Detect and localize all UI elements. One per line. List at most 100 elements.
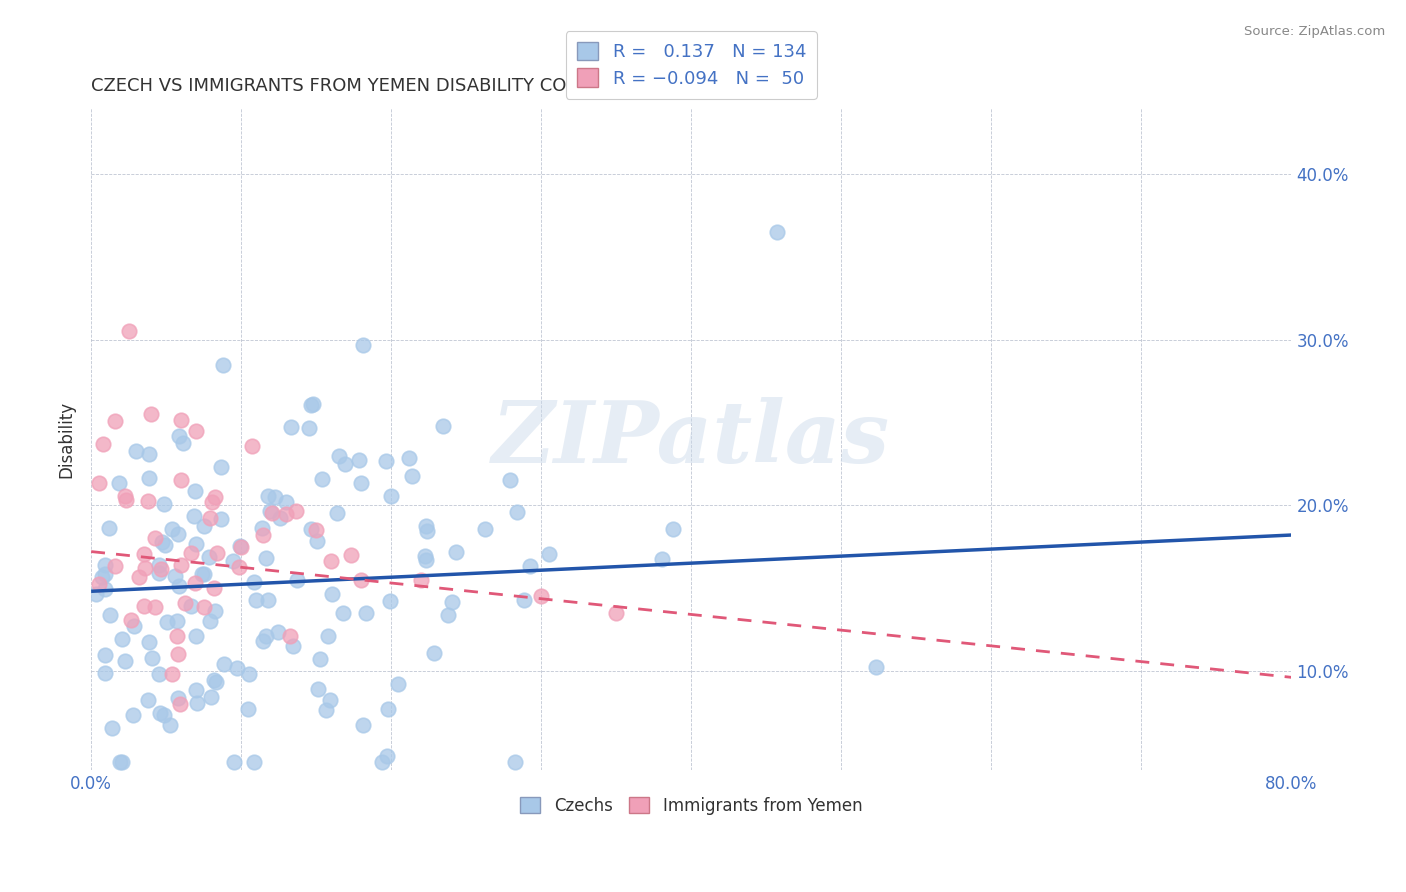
Point (94, 666, 117, 681)
Text: Source: ZipAtlas.com: Source: ZipAtlas.com (1244, 25, 1385, 38)
Point (301, 397, 323, 411)
Point (347, 453, 370, 467)
Point (184, 484, 207, 499)
Point (446, 545, 468, 559)
Point (169, 429, 191, 443)
Point (87, 475, 110, 490)
Point (198, 511, 221, 525)
Point (167, 526, 190, 541)
Point (143, 531, 166, 545)
Point (180, 599, 202, 614)
Point (87, 577, 110, 591)
Point (224, 755, 246, 769)
Point (766, 225, 789, 239)
Point (169, 697, 191, 711)
Point (122, 708, 145, 723)
Point (202, 582, 225, 596)
Point (167, 579, 190, 593)
Point (104, 559, 127, 574)
Point (415, 519, 437, 533)
Point (352, 718, 374, 732)
Point (186, 629, 208, 643)
Point (143, 599, 166, 614)
Point (661, 523, 683, 537)
Point (153, 707, 176, 722)
Point (212, 657, 235, 671)
Point (321, 587, 343, 601)
Point (138, 470, 160, 484)
Point (352, 338, 374, 352)
Point (437, 607, 460, 622)
Point (120, 613, 142, 627)
Point (205, 675, 228, 690)
Point (212, 358, 235, 372)
Point (186, 424, 208, 438)
Point (499, 473, 522, 487)
Point (132, 599, 155, 613)
Point (242, 575, 264, 590)
Point (222, 553, 245, 567)
Point (148, 667, 170, 681)
Point (252, 528, 274, 542)
Point (226, 661, 249, 675)
Point (160, 522, 183, 536)
Point (503, 755, 526, 769)
Point (305, 523, 328, 537)
Point (149, 706, 172, 720)
Point (141, 651, 163, 665)
Point (321, 554, 343, 568)
Point (114, 490, 136, 504)
Point (283, 640, 305, 654)
Point (254, 551, 277, 566)
Point (335, 457, 357, 471)
Point (228, 559, 250, 574)
Point (136, 692, 159, 706)
Point (204, 604, 226, 618)
Point (148, 558, 170, 573)
Point (257, 489, 280, 503)
Point (474, 522, 496, 536)
Point (257, 593, 280, 607)
Point (319, 692, 342, 706)
Point (229, 539, 252, 553)
Point (328, 449, 350, 463)
Point (104, 414, 127, 428)
Point (285, 573, 308, 587)
Point (170, 474, 193, 488)
Point (125, 444, 148, 458)
Point (506, 505, 529, 519)
Point (173, 596, 195, 610)
Point (94, 582, 117, 596)
Point (184, 576, 207, 591)
Point (513, 593, 536, 607)
Point (200, 690, 222, 704)
Point (209, 512, 232, 526)
Point (183, 508, 205, 523)
Point (166, 648, 188, 662)
Point (326, 506, 349, 520)
Point (415, 553, 437, 567)
Point (415, 549, 437, 564)
Point (91, 437, 114, 451)
Point (108, 755, 131, 769)
Text: CZECH VS IMMIGRANTS FROM YEMEN DISABILITY CORRELATION CHART: CZECH VS IMMIGRANTS FROM YEMEN DISABILIT… (91, 78, 735, 95)
Point (350, 573, 373, 587)
Point (141, 407, 163, 421)
Point (205, 546, 228, 560)
Point (538, 547, 561, 561)
Point (254, 629, 277, 643)
Point (111, 632, 134, 646)
Point (519, 559, 541, 574)
Point (184, 537, 207, 551)
Point (416, 524, 439, 538)
Point (86, 586, 108, 600)
Point (377, 749, 399, 764)
Point (114, 654, 136, 668)
Point (193, 518, 215, 533)
Point (98, 607, 121, 622)
Y-axis label: Disability: Disability (58, 401, 75, 477)
Point (153, 497, 176, 511)
Point (332, 607, 354, 621)
Point (138, 447, 160, 461)
Point (308, 651, 330, 665)
